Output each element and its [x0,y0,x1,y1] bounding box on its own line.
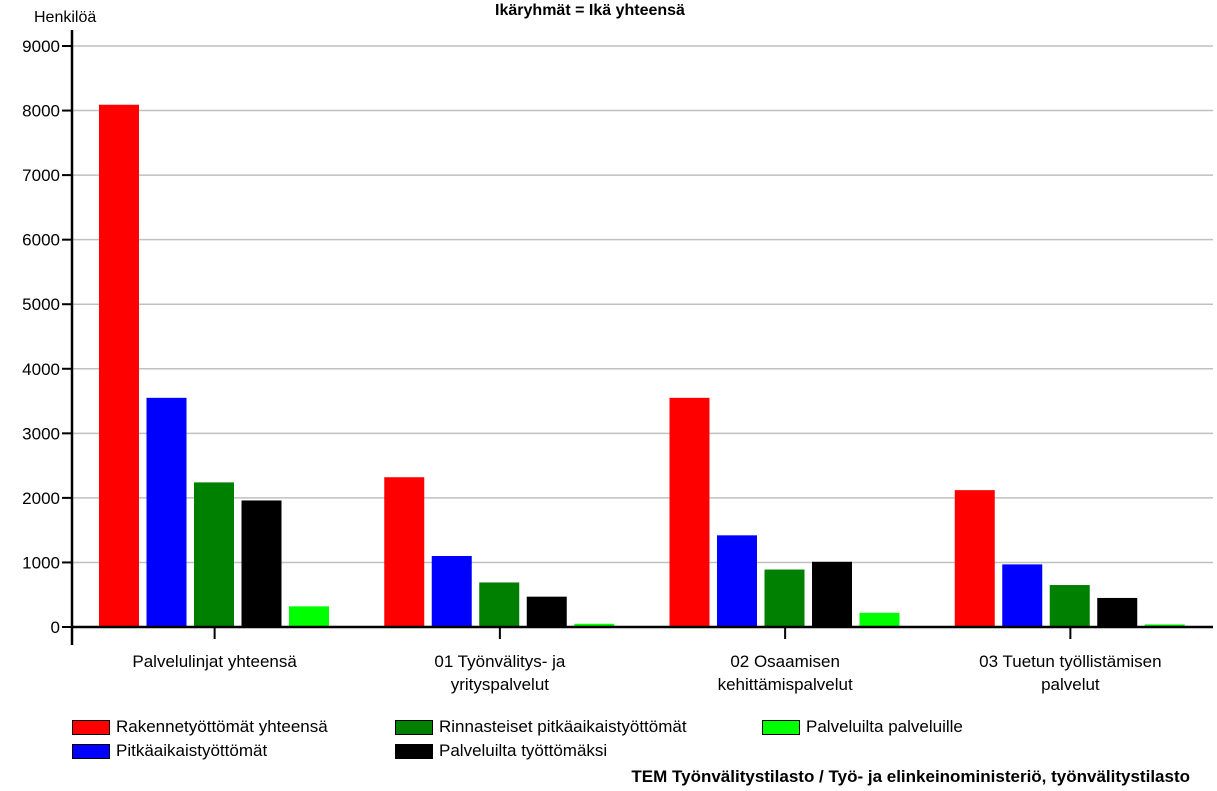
x-category-label: palvelut [1041,675,1100,694]
legend-label: Palveluilta työttömäksi [439,741,608,760]
legend-swatch-icon [395,719,433,735]
y-tick-label: 2000 [22,489,60,508]
legend-item: Rinnasteiset pitkäaikaistyöttömät [395,716,687,738]
y-tick-label: 5000 [22,295,60,314]
legend-swatch-icon [72,743,110,759]
legend-item: Palveluilta työttömäksi [395,740,607,762]
y-tick-label: 7000 [22,166,60,185]
x-category-label: 03 Tuetun työllistämisen [979,652,1161,671]
legend-swatch-icon [72,719,110,735]
x-category-label: 01 Työnvälitys- ja [434,652,566,671]
bar [479,582,520,627]
bar [194,482,234,627]
chart-title: Ikäryhmät = Ikä yhteensä [495,2,685,19]
bar [574,623,615,627]
bar [146,397,187,627]
x-category-label: 02 Osaamisen [730,652,840,671]
bar [764,569,805,627]
bar [526,596,567,627]
bar [717,535,757,627]
source-note: TEM Työnvälitystilasto / Työ- ja elinkei… [631,767,1190,786]
legend-label: Palveluilta palveluille [806,717,963,736]
gridlines [72,45,1213,564]
bar [859,612,900,627]
x-category-label: Palvelulinjat yhteensä [132,652,297,671]
y-tick-label: 1000 [22,553,60,572]
bar [99,104,139,628]
legend-label: Rakennetyöttömät yhteensä [116,717,328,736]
y-tick-label: 6000 [22,231,60,250]
bar [1144,624,1185,627]
y-axis-ticks: 0 1000 2000 3000 4000 5000 6000 7000 8000 9000 [22,37,72,637]
bar [812,561,852,627]
legend: Rakennetyöttömät yhteensä Pitkäaikaistyö… [72,716,1072,762]
bars [99,104,1185,628]
legend-item: Rakennetyöttömät yhteensä [72,716,328,738]
x-axis-category-labels: Palvelulinjat yhteensä 01 Työnvälitys- ja… [132,652,1161,694]
legend-item: Palveluilta palveluille [762,716,963,738]
legend-item: Pitkäaikaistyöttömät [72,740,267,762]
y-tick-label: 0 [51,618,60,637]
legend-swatch-icon [395,743,433,759]
legend-label: Pitkäaikaistyöttömät [116,741,268,760]
bar [1097,597,1138,627]
bar-chart: Ikäryhmät = Ikä yhteensä Henkilöä 0 1000 2… [22,2,1213,694]
y-tick-label: 9000 [22,37,60,56]
bar [241,500,282,627]
axes [70,30,1213,645]
x-category-label: yrityspalvelut [451,675,550,694]
y-tick-label: 4000 [22,360,60,379]
x-category-label: kehittämispalvelut [718,675,853,694]
bar [1002,564,1043,627]
bar [431,555,472,627]
bar [954,490,995,627]
y-tick-label: 3000 [22,424,60,443]
y-tick-label: 8000 [22,102,60,121]
bar [289,606,329,627]
bar [669,397,710,627]
legend-label: Rinnasteiset pitkäaikaistyöttömät [439,717,687,736]
bar [1049,585,1090,627]
bar [384,477,425,627]
y-axis-label: Henkilöä [34,9,96,26]
legend-swatch-icon [762,719,800,735]
